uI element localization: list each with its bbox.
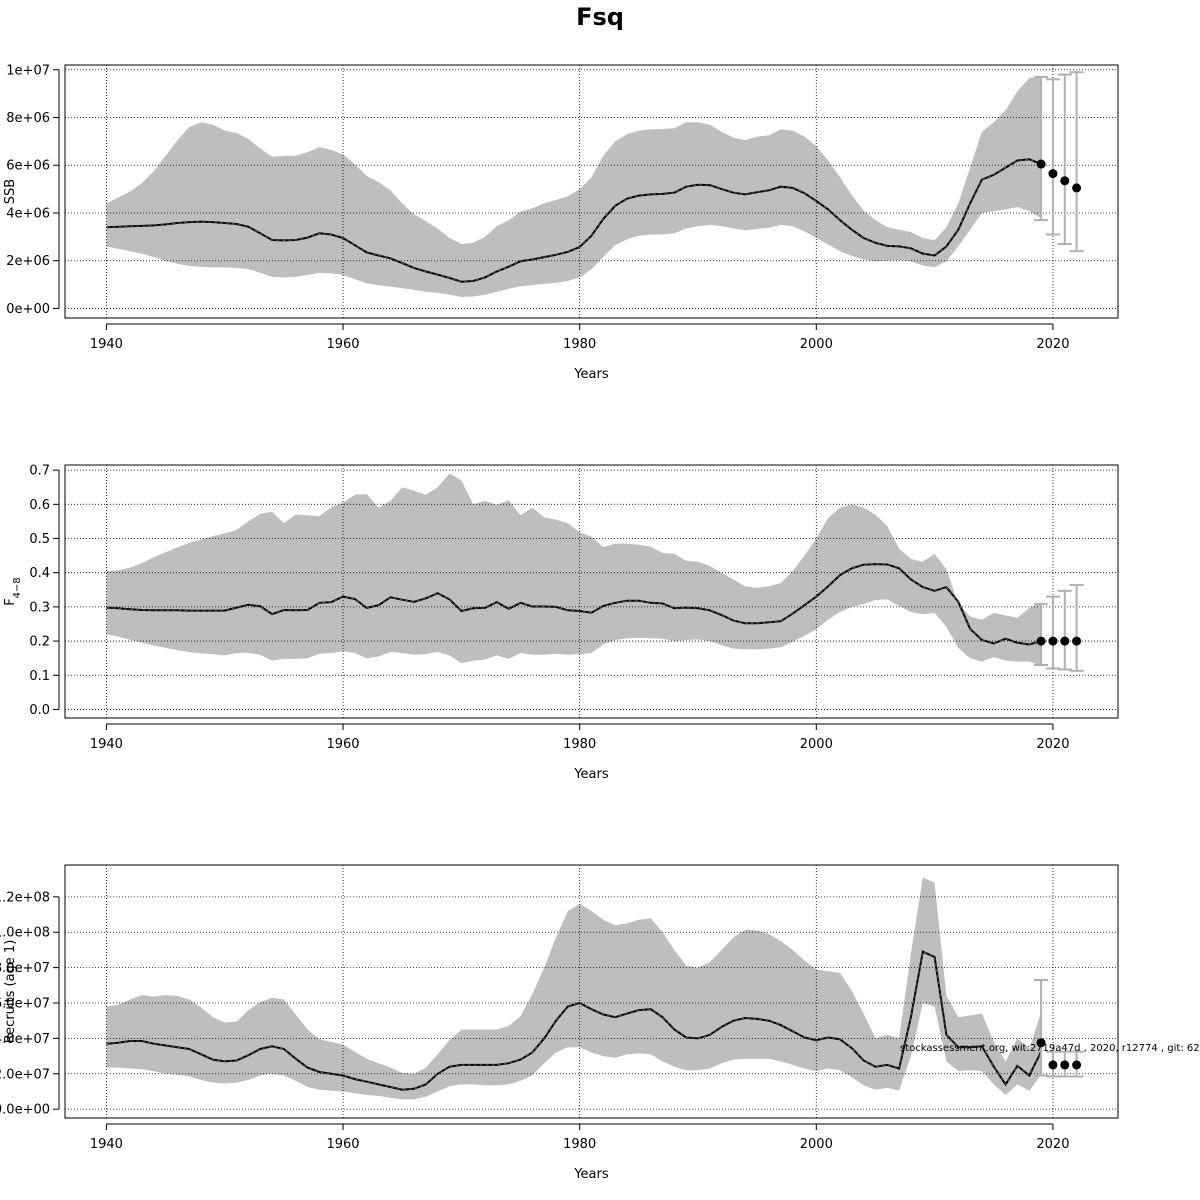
estimate-line-dashed [106, 158, 1042, 283]
forecast-point [1060, 1060, 1070, 1070]
x-tick-label: 2020 [1036, 337, 1069, 352]
y-tick-label: 8.0e+07 [0, 961, 50, 976]
y-tick-label: 4e+06 [6, 206, 50, 221]
recruits-panel: 1940 1960 1980 2000 2020 Years 0.0e+00 2.0e+07 4… [0, 864, 1119, 1182]
y-axis-title: F4−8 [3, 577, 23, 606]
forecast-point [1048, 169, 1058, 179]
y-tick-label: 0.2 [29, 635, 50, 650]
estimate-line [106, 950, 1042, 1091]
confidence-band [106, 473, 1042, 666]
y-tick-label: 0.7 [29, 464, 50, 479]
plot-frame [64, 864, 1119, 1119]
y-tick-label: 0.4 [29, 566, 50, 581]
y-axis-title-subscript: 4−8 [12, 577, 23, 598]
estimate-line-dashed [106, 563, 1042, 646]
forecast-point [1072, 636, 1082, 646]
forecast-point [1048, 636, 1058, 646]
confidence-band [106, 877, 1042, 1100]
y-tick-label: 6.0e+07 [0, 997, 50, 1012]
forecast-point [1072, 183, 1082, 193]
y-axis-title: SSB [3, 179, 18, 204]
fishing-mortality-panel: 1940 1960 1980 2000 2020 Years 0.0 0.1 0.2 0.3 0.4… [3, 464, 1119, 782]
forecast-point [1060, 636, 1070, 646]
forecast-point [1060, 176, 1070, 186]
forecast-point [1048, 1060, 1058, 1070]
x-tick-label: 1960 [326, 1137, 359, 1152]
y-tick-label: 1e+07 [6, 63, 50, 78]
y-tick-label: 8e+06 [6, 111, 50, 126]
y-tick-label: 0.0e+00 [0, 1103, 50, 1118]
x-axis-title: Years [573, 367, 609, 382]
x-tick-label: 1980 [563, 337, 596, 352]
x-tick-label: 2000 [800, 337, 833, 352]
y-tick-label: 6e+06 [6, 159, 50, 174]
forecast-point [1036, 636, 1046, 646]
y-tick-label: 1.2e+08 [0, 890, 50, 905]
x-tick-label: 1980 [563, 1137, 596, 1152]
y-tick-label: 1.0e+08 [0, 926, 50, 941]
x-tick-label: 2020 [1036, 1137, 1069, 1152]
y-tick-label: 2.0e+07 [0, 1067, 50, 1082]
x-tick-label: 1940 [90, 337, 123, 352]
x-tick-label: 2000 [800, 1137, 833, 1152]
version-note: stockassessment.org, wit:2719a47d , 2020… [900, 1043, 1200, 1054]
y-tick-label: 4.0e+07 [0, 1032, 50, 1047]
y-tick-label: 0e+00 [6, 302, 50, 317]
y-tick-label: 0.3 [29, 600, 50, 615]
forecast-point [1036, 1038, 1046, 1048]
x-tick-label: 2020 [1036, 737, 1069, 752]
y-axis-title-main: F [3, 598, 18, 605]
x-tick-label: 1980 [563, 737, 596, 752]
y-tick-label: 0.6 [29, 498, 50, 513]
plot-frame [64, 464, 1119, 719]
y-tick-label: 0.0 [29, 703, 50, 718]
plot-area [65, 865, 1118, 1118]
y-axis-title: Recruits (age 1) [3, 940, 18, 1044]
plot-area [65, 65, 1118, 318]
y-tick-label: 0.5 [29, 532, 50, 547]
forecast-point [1072, 1060, 1082, 1070]
ssb-panel: 1940 1960 1980 2000 2020 Years 0e+00 2e+06 4e+06… [3, 63, 1119, 382]
x-tick-label: 1940 [90, 737, 123, 752]
y-tick-label: 0.1 [29, 669, 50, 684]
x-tick-label: 1960 [326, 737, 359, 752]
x-tick-label: 1960 [326, 337, 359, 352]
x-tick-label: 2000 [800, 737, 833, 752]
y-tick-label: 2e+06 [6, 254, 50, 269]
x-tick-label: 1940 [90, 1137, 123, 1152]
x-axis-title: Years [573, 1167, 609, 1182]
plot-frame [64, 64, 1119, 319]
x-axis-title: Years [573, 767, 609, 782]
chart-title: Fsq [576, 3, 624, 31]
confidence-band [106, 75, 1042, 297]
forecast-point [1036, 159, 1046, 169]
plot-area [65, 465, 1118, 718]
